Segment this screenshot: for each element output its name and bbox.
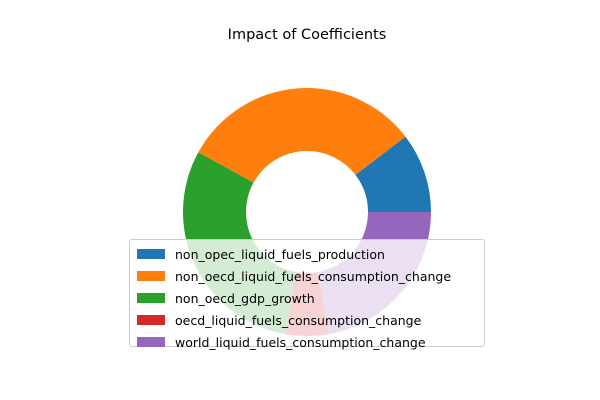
legend-label: non_opec_liquid_fuels_production bbox=[175, 246, 385, 262]
legend-label: oecd_liquid_fuels_consumption_change bbox=[175, 312, 422, 328]
legend-swatch bbox=[137, 271, 165, 281]
legend-swatch bbox=[137, 293, 165, 303]
legend-item: non_oecd_liquid_fuels_consumption_change bbox=[137, 265, 484, 287]
legend-label: non_oecd_liquid_fuels_consumption_change bbox=[175, 268, 452, 284]
slice-non-opec-liquid-fuels-production bbox=[355, 136, 431, 212]
legend-item: non_opec_liquid_fuels_production bbox=[137, 243, 484, 265]
slice-non-oecd-liquid-fuels-consumption-change bbox=[198, 88, 406, 183]
legend-label: non_oecd_gdp_growth bbox=[175, 290, 315, 306]
legend: non_opec_liquid_fuels_production non_oecd… bbox=[129, 239, 485, 350]
legend-swatch bbox=[137, 337, 165, 347]
legend-item: non_oecd_gdp_growth bbox=[137, 287, 484, 309]
legend-item: world_liquid_fuels_consumption_change bbox=[137, 331, 484, 353]
legend-item: oecd_liquid_fuels_consumption_change bbox=[137, 309, 484, 331]
legend-label: world_liquid_fuels_consumption_change bbox=[175, 334, 426, 350]
legend-swatch bbox=[137, 315, 165, 325]
chart-title: Impact of Coefficients bbox=[228, 27, 387, 43]
legend-swatch bbox=[137, 249, 165, 259]
